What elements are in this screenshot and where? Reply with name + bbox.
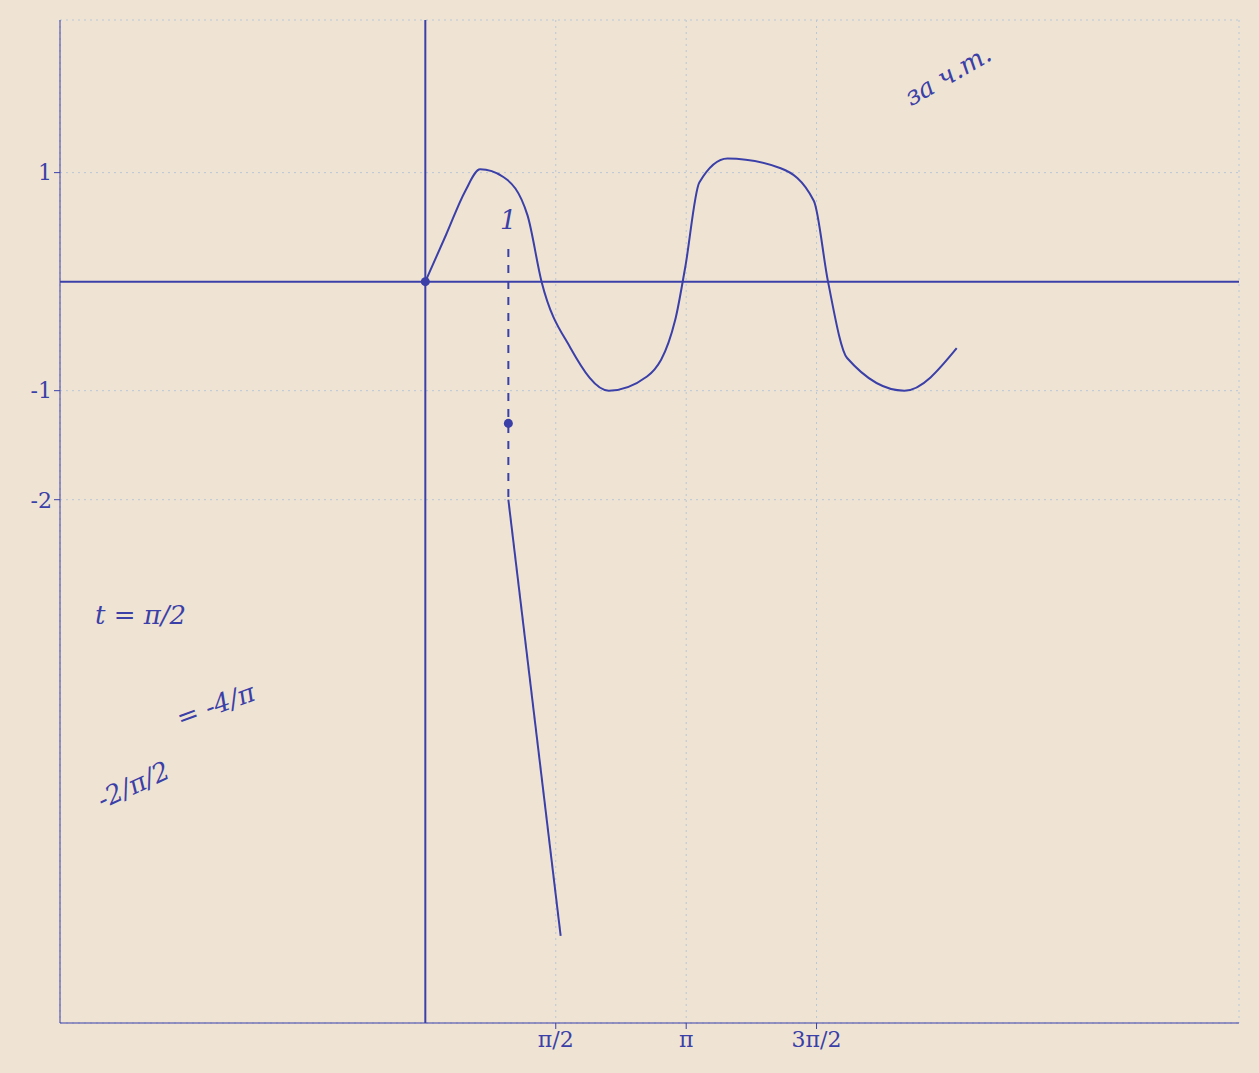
svg-text:π: π [679,1027,693,1052]
svg-text:3π/2: 3π/2 [792,1027,842,1052]
html-text:-2/π/2: -2/π/2 [92,755,175,815]
html-text:1: 1 [500,205,517,235]
svg-text:π/2: π/2 [538,1027,574,1052]
svg-text:-1: -1 [31,378,52,403]
html-text:= -4/π: = -4/π [172,677,259,733]
svg-text:1: 1 [38,160,52,185]
html-text:t = π/2: t = π/2 [95,600,187,630]
svg-text:-2: -2 [31,488,52,513]
html-text:за ч.т.: за ч.т. [898,38,997,112]
